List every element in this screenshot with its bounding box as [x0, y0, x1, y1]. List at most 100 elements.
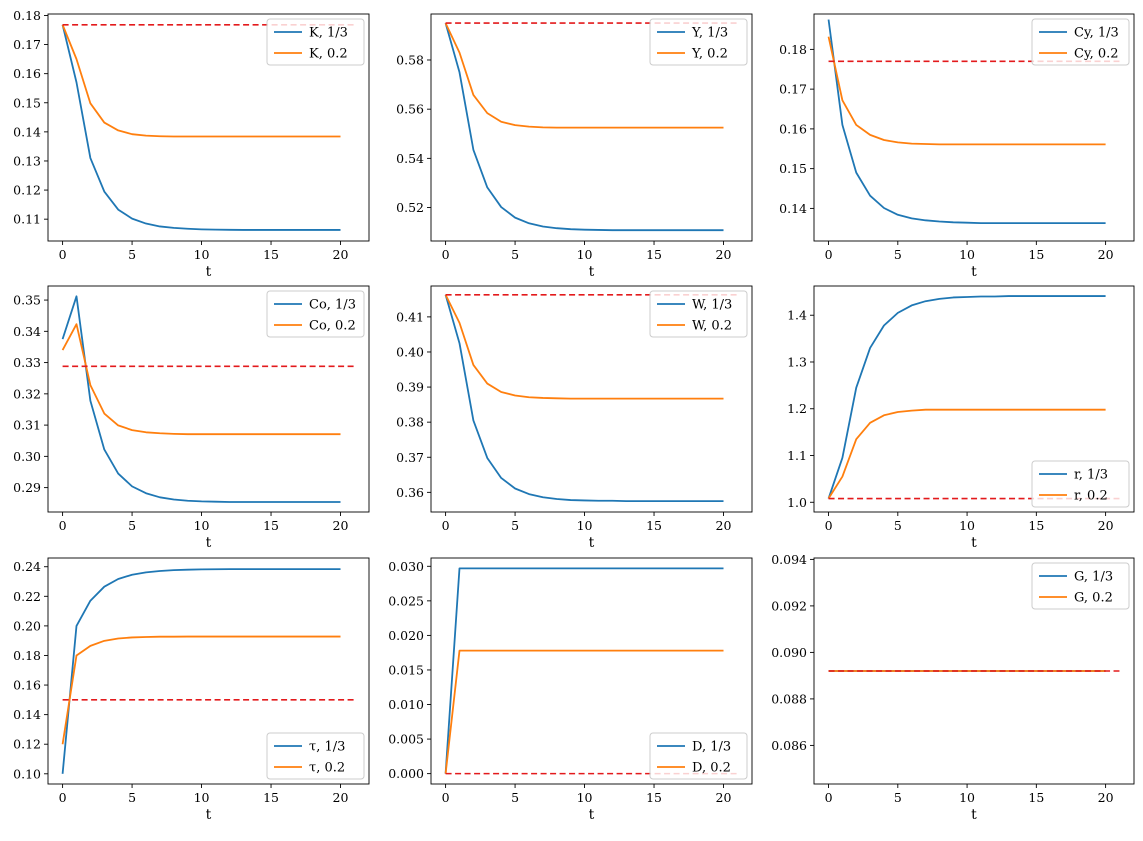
- x-axis-label: t: [971, 807, 977, 823]
- x-tick-label: 20: [333, 518, 349, 533]
- y-tick-label: 0.15: [13, 95, 41, 110]
- y-tick-label: 1.3: [787, 354, 807, 369]
- y-tick-label: 0.000: [388, 766, 424, 781]
- legend: K, 1/3 K, 0.2: [266, 18, 365, 66]
- y-tick-label: 0.15: [779, 161, 807, 176]
- x-tick-label: 10: [577, 247, 593, 262]
- legend: D, 1/3 D, 0.2: [649, 732, 748, 780]
- x-tick-label: 15: [263, 247, 279, 262]
- series-line-2: [444, 294, 724, 400]
- x-tick-label: 5: [511, 247, 519, 262]
- legend: W, 1/3 W, 0.2: [649, 290, 748, 338]
- y-tick-label: 0.58: [396, 52, 424, 67]
- x-tick-label: 20: [716, 790, 732, 805]
- y-tick-label: 0.020: [388, 628, 424, 643]
- axes-frame: [430, 557, 753, 785]
- series-line-1: [61, 295, 341, 503]
- y-tick-label: 0.094: [771, 552, 807, 567]
- series-line-2: [61, 323, 341, 436]
- y-tick-label: 0.20: [13, 618, 41, 633]
- y-tick-label: 0.12: [13, 737, 41, 752]
- y-tick-label: 0.36: [396, 485, 424, 500]
- y-tick-label: 0.005: [388, 732, 424, 747]
- y-tick-label: 0.24: [13, 559, 41, 574]
- x-tick-label: 20: [1098, 790, 1114, 805]
- legend-label: K, 0.2: [309, 47, 348, 62]
- legend-label: Co, 1/3: [309, 298, 356, 313]
- series-line-1: [61, 568, 341, 774]
- x-tick-label: 5: [511, 518, 519, 533]
- legend-label: Y, 1/3: [691, 26, 728, 41]
- y-tick-label: 0.14: [13, 707, 41, 722]
- y-tick-label: 0.29: [13, 480, 41, 495]
- x-tick-label: 5: [511, 790, 519, 805]
- x-tick-label: 5: [128, 518, 136, 533]
- y-tick-label: 0.015: [388, 662, 424, 677]
- x-tick-label: 15: [263, 518, 279, 533]
- x-axis-label: t: [971, 535, 977, 551]
- legend-label: G, 1/3: [1074, 570, 1113, 585]
- legend-label: Y, 0.2: [691, 47, 728, 62]
- legend-label: D, 1/3: [692, 740, 731, 755]
- legend-label: K, 1/3: [309, 26, 348, 41]
- x-axis-label: t: [589, 264, 595, 280]
- y-tick-label: 0.10: [13, 766, 41, 781]
- x-tick-label: 0: [59, 518, 67, 533]
- x-tick-label: 15: [646, 790, 662, 805]
- x-axis-label: t: [589, 535, 595, 551]
- x-tick-label: 10: [959, 518, 975, 533]
- y-tick-label: 0.41: [396, 309, 424, 324]
- axes-frame: [813, 557, 1135, 785]
- y-tick-label: 0.092: [771, 598, 807, 613]
- legend-label: W, 1/3: [692, 298, 732, 313]
- x-tick-label: 5: [894, 790, 902, 805]
- x-axis-label: t: [206, 807, 212, 823]
- legend: τ, 1/3 τ, 0.2: [266, 732, 365, 780]
- series-line-2: [61, 635, 341, 745]
- x-tick-label: 0: [442, 518, 450, 533]
- axes-frame: [47, 557, 370, 785]
- x-tick-label: 0: [825, 518, 833, 533]
- x-tick-label: 5: [894, 247, 902, 262]
- legend-label: r, 0.2: [1074, 489, 1108, 504]
- x-tick-label: 0: [825, 247, 833, 262]
- y-tick-label: 0.18: [779, 42, 807, 57]
- y-tick-label: 1.1: [787, 448, 807, 463]
- y-tick-label: 0.52: [396, 200, 424, 215]
- x-tick-label: 0: [825, 790, 833, 805]
- x-tick-label: 0: [59, 790, 67, 805]
- y-tick-label: 0.35: [13, 293, 41, 308]
- legend-label: r, 1/3: [1074, 468, 1108, 483]
- y-tick-label: 0.18: [13, 8, 41, 23]
- axes-frame: [47, 13, 370, 242]
- y-tick-label: 0.38: [396, 415, 424, 430]
- y-tick-label: 0.22: [13, 589, 41, 604]
- series-line-2: [444, 22, 724, 129]
- x-tick-label: 5: [894, 518, 902, 533]
- axes-frame: [430, 285, 753, 513]
- x-tick-label: 5: [128, 247, 136, 262]
- legend-label: Cy, 1/3: [1074, 26, 1119, 41]
- y-tick-label: 0.18: [13, 648, 41, 663]
- x-tick-label: 15: [1028, 518, 1044, 533]
- y-tick-label: 1.0: [787, 495, 807, 510]
- x-tick-label: 15: [646, 518, 662, 533]
- x-axis-label: t: [206, 264, 212, 280]
- x-tick-label: 15: [1028, 790, 1044, 805]
- legend: Cy, 1/3 Cy, 0.2: [1031, 18, 1130, 66]
- y-tick-label: 0.56: [396, 102, 424, 117]
- legend-label: Cy, 0.2: [1074, 47, 1119, 62]
- y-tick-label: 0.16: [13, 66, 41, 81]
- x-tick-label: 15: [263, 790, 279, 805]
- x-tick-label: 20: [333, 247, 349, 262]
- x-tick-label: 20: [333, 790, 349, 805]
- x-axis-label: t: [206, 535, 212, 551]
- series-line-2: [444, 649, 724, 774]
- series-line-1: [444, 294, 724, 503]
- y-tick-label: 0.37: [396, 450, 424, 465]
- x-tick-label: 15: [646, 247, 662, 262]
- y-tick-label: 0.030: [388, 559, 424, 574]
- x-tick-label: 20: [716, 247, 732, 262]
